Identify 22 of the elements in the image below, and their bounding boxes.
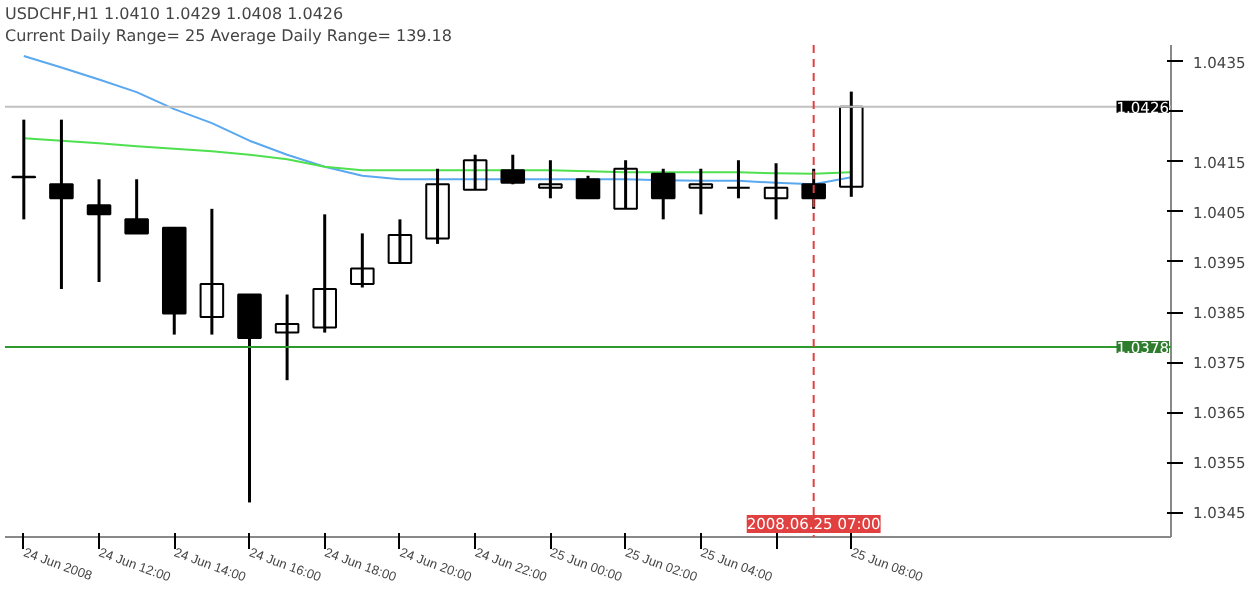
- candlestick: [387, 217, 413, 265]
- candlestick: [350, 231, 375, 289]
- candlestick: [312, 212, 337, 335]
- candlestick: [763, 161, 789, 221]
- candlestick: [650, 167, 676, 221]
- candlestick: [839, 90, 864, 199]
- candlestick: [274, 293, 300, 382]
- candlestick: [538, 158, 563, 200]
- candlestick: [237, 293, 262, 504]
- candlestick: [199, 207, 225, 337]
- candlestick: [49, 118, 74, 291]
- candlestick: [500, 153, 526, 186]
- candlestick: [688, 167, 714, 216]
- candlestick: [613, 158, 638, 211]
- candlestick: [124, 177, 149, 235]
- candlestick: [462, 153, 488, 192]
- candlestick: [726, 158, 751, 200]
- candlestick: [425, 167, 450, 246]
- candlestick: [86, 177, 112, 284]
- chart-subtitle: Current Daily Range= 25 Average Daily Range= 139.18: [5, 27, 452, 45]
- chart-title: USDCHF,H1 1.0410 1.0429 1.0408 1.0426: [5, 5, 344, 23]
- candlestick: [575, 174, 601, 200]
